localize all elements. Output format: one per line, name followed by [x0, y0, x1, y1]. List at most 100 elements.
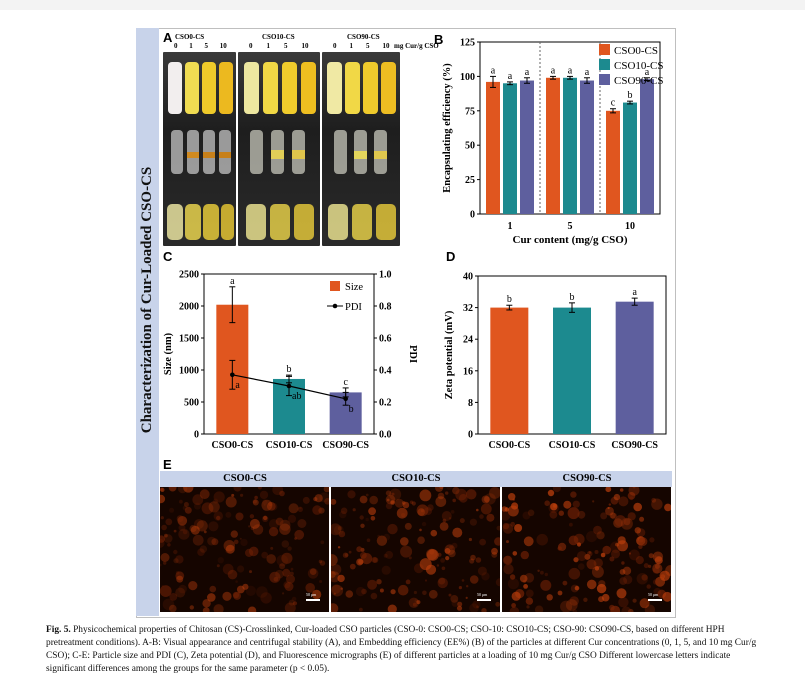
chart-b-xtick-label-1: 5	[568, 221, 573, 232]
micrograph-2-spot-156	[609, 556, 615, 562]
micrograph-1-spot-77	[370, 592, 378, 600]
micrograph-0-spot-134	[183, 502, 189, 507]
micrograph-0-spot-148	[320, 540, 325, 545]
micrograph-2-spot-7	[506, 540, 509, 544]
micrograph-2-spot-83	[652, 567, 660, 574]
micrograph-1-spot-124	[441, 511, 452, 521]
micro-label-1: CSO10-CS	[391, 473, 441, 484]
micrograph-2-spot-74	[654, 556, 663, 565]
micrograph-0-spot-88	[173, 549, 178, 555]
micrograph-1-spot-156	[477, 566, 487, 576]
micrograph-1-spot-133	[439, 522, 449, 531]
micrograph-1-spot-150	[356, 546, 363, 553]
photo-cso0-cs	[163, 52, 236, 246]
chart-b-letter-2-0: a	[525, 67, 530, 78]
photo-cso10-tubes	[244, 62, 316, 240]
chart-c-legend-marker	[332, 303, 338, 309]
micrograph-0-spot-146	[249, 514, 255, 519]
chart-c-letter-1: b	[287, 364, 292, 375]
micrograph-0-spot-27	[239, 537, 242, 540]
micrograph-1-spot-53	[430, 529, 438, 537]
chart-b-legend-swatch-2	[599, 74, 610, 85]
micrograph-0-spot-47	[225, 511, 232, 518]
micrograph-0-spot-0	[252, 499, 257, 504]
micrograph-2-spot-112	[605, 506, 614, 516]
micrograph-0-spot-37	[283, 581, 291, 589]
micrograph-0-spot-155	[237, 565, 245, 573]
chart-d: 0 8 16 24 32 40 CSO0-CS b CSO10-CS b CSO90-CS a Zeta…	[444, 272, 667, 451]
micrograph-1-spot-147	[448, 549, 456, 558]
micrograph-1-spot-55	[409, 500, 414, 504]
micrograph-0-spot-114	[266, 554, 276, 564]
micrograph-2-spot-68	[503, 564, 514, 575]
caption-fig-label: Fig. 5.	[46, 625, 71, 635]
micrograph-2-spot-24	[646, 584, 651, 589]
micrograph-0-spot-137	[297, 519, 307, 528]
micrograph-2-spot-81	[560, 600, 573, 612]
micrograph-0-spot-71	[160, 516, 164, 520]
micrograph-1-spot-36	[421, 521, 427, 527]
micrograph-2-spot-146	[537, 569, 540, 572]
chart-b-xtick-label-2: 10	[625, 221, 635, 232]
micrograph-2-spot-107	[627, 512, 636, 521]
micrograph-1-spot-11	[397, 584, 409, 596]
chart-d-ytick-label-4: 32	[463, 303, 473, 314]
micrograph-2-spot-104	[536, 533, 548, 546]
micrograph-2-spot-165	[576, 551, 587, 562]
chart-b-bar-1-1	[563, 77, 577, 214]
micrograph-2-spot-94	[632, 487, 636, 489]
micrograph-2-spot-66	[632, 598, 637, 603]
micrograph-1-spot-118	[349, 563, 356, 570]
micrograph-0-spot-126	[222, 563, 234, 575]
chart-c-pdi-point-1	[286, 383, 292, 389]
micrograph-2-spot-114	[562, 580, 568, 586]
micrograph-0-spot-165	[323, 487, 329, 493]
chart-d-ytick-label-0: 0	[468, 430, 473, 441]
micrograph-0-spot-97	[178, 524, 186, 532]
micrograph-0-spot-130	[284, 582, 294, 591]
micrograph-1-spot-70	[385, 550, 394, 559]
micrograph-1-spot-80	[383, 553, 388, 558]
micrograph-2-spot-131	[652, 563, 663, 574]
micrograph-0-spot-139	[262, 515, 269, 522]
chart-c-ylabel-right: PDI	[407, 345, 418, 363]
micrograph-0-spot-58	[178, 528, 190, 540]
chart-b-legend-swatch-1	[599, 59, 610, 70]
micrograph-1-spot-16	[369, 495, 378, 505]
micrograph-2-spot-113	[540, 570, 544, 575]
photo-cso10-cs	[238, 52, 320, 246]
micrograph-0-spot-151	[269, 571, 281, 583]
micrograph-0-spot-33	[309, 568, 317, 575]
chart-c-ytick-right-label-0: 0.0	[379, 430, 392, 441]
micrograph-2-scale-bar	[648, 599, 662, 601]
micrograph-2-spot-44	[525, 589, 534, 598]
figure-caption: Fig. 5. Physicochemical properties of Ch…	[46, 624, 762, 676]
micrograph-0-spot-145	[287, 546, 292, 551]
chart-d-ytick-label-2: 16	[463, 366, 473, 377]
micrograph-2-spot-37	[510, 509, 513, 512]
micrograph-1-spot-135	[450, 510, 455, 514]
micrograph-2-spot-98	[527, 509, 535, 517]
chart-c-ytick-label-0: 0	[194, 430, 199, 441]
micrograph-0-spot-103	[249, 518, 260, 529]
micrograph-2-spot-133	[638, 537, 648, 547]
micrograph-2-spot-121	[546, 594, 553, 601]
micrograph-0-spot-112	[240, 493, 244, 497]
micrograph-2-spot-158	[565, 599, 578, 611]
micrograph-0-spot-16	[161, 524, 167, 531]
micrograph-2-spot-115	[639, 516, 645, 522]
photo-cso0-tubes	[167, 62, 234, 240]
micrograph-1-spot-148	[429, 549, 435, 555]
micrograph-2-spot-38	[629, 549, 640, 561]
chart-b-ytick-label-0: 0	[470, 210, 475, 221]
micrograph-2-spot-138	[574, 585, 580, 591]
micrograph-1-spot-89	[445, 556, 450, 561]
micrograph-1-spot-40	[466, 489, 477, 500]
micrograph-1-spot-45	[452, 487, 460, 495]
micrograph-0-spot-1	[169, 593, 178, 601]
micrograph-2-spot-139	[544, 572, 548, 577]
micrograph-2-spot-77	[602, 545, 611, 555]
micrograph-2-spot-147	[508, 493, 516, 501]
micrograph-1-spot-136	[455, 488, 468, 501]
panel-a-dose-0-1: 1	[189, 42, 193, 50]
